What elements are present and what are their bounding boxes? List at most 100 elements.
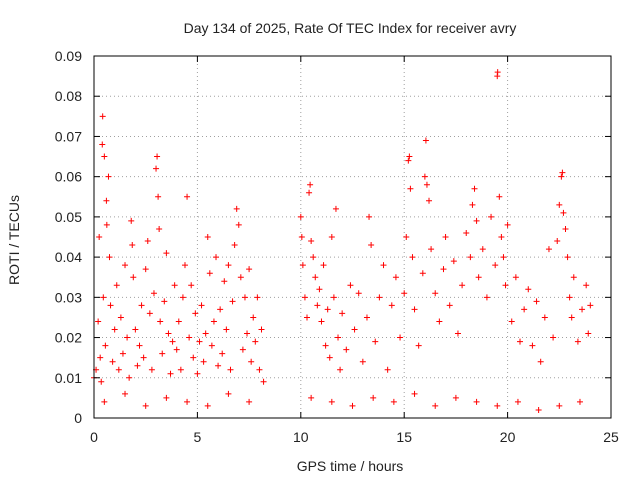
data-point <box>372 338 379 345</box>
data-point <box>246 398 253 405</box>
data-point <box>521 306 528 313</box>
data-point <box>204 234 211 240</box>
data-point <box>559 169 566 176</box>
data-point <box>254 294 261 301</box>
data-point <box>134 362 141 369</box>
data-point <box>359 358 366 365</box>
data-point <box>299 262 306 269</box>
data-point <box>186 334 193 341</box>
data-point <box>217 306 224 313</box>
data-point <box>347 282 354 289</box>
data-points <box>91 69 594 413</box>
data-point <box>525 286 532 293</box>
data-point <box>161 298 168 305</box>
data-point <box>326 354 333 361</box>
data-point <box>320 262 327 269</box>
data-point <box>473 398 480 405</box>
data-point <box>117 314 124 321</box>
data-point <box>314 302 321 309</box>
data-point <box>101 398 108 405</box>
data-point <box>423 181 430 188</box>
data-point <box>488 213 495 220</box>
data-point <box>366 213 373 220</box>
data-point <box>146 310 153 317</box>
data-point <box>155 193 162 200</box>
data-point <box>496 193 503 200</box>
x-axis-label: GPS time / hours <box>297 458 404 474</box>
data-point <box>225 262 232 269</box>
data-point <box>452 394 459 401</box>
data-point <box>102 342 109 349</box>
data-point <box>103 221 110 228</box>
data-point <box>550 334 557 341</box>
data-point <box>409 254 416 261</box>
data-point <box>97 354 104 361</box>
data-point <box>107 302 114 309</box>
data-point <box>564 254 571 261</box>
data-point <box>380 262 387 269</box>
data-point <box>574 338 581 345</box>
data-point <box>403 234 410 240</box>
data-point <box>194 370 201 377</box>
data-point <box>231 242 238 249</box>
data-point <box>368 242 375 249</box>
y-tick-label: 0.06 <box>55 169 82 185</box>
data-point <box>171 282 178 289</box>
data-point <box>173 346 180 353</box>
data-point <box>533 298 540 305</box>
data-point <box>370 394 377 401</box>
data-point <box>148 366 155 373</box>
data-point <box>556 201 563 208</box>
data-point <box>221 278 228 285</box>
data-point <box>153 165 160 172</box>
data-point <box>130 274 137 281</box>
data-point <box>103 197 110 204</box>
data-point <box>467 254 474 261</box>
data-point <box>206 270 213 277</box>
data-point <box>128 217 135 224</box>
data-point <box>126 374 133 381</box>
data-point <box>304 314 311 321</box>
data-point <box>343 346 350 353</box>
x-tick-label: 5 <box>194 429 202 445</box>
data-point <box>475 274 482 281</box>
data-point <box>196 338 203 345</box>
y-tick-label: 0 <box>74 410 82 426</box>
data-point <box>463 229 470 236</box>
axis-ticks <box>93 55 612 419</box>
data-point <box>165 330 172 337</box>
data-point <box>213 254 220 261</box>
data-point <box>310 254 317 261</box>
data-point <box>541 314 548 321</box>
data-point <box>106 254 113 261</box>
data-point <box>223 326 230 333</box>
data-point <box>308 394 315 401</box>
data-point <box>157 318 164 325</box>
data-point <box>537 358 544 365</box>
data-point <box>237 274 244 281</box>
data-point <box>446 302 453 309</box>
data-point <box>411 306 418 313</box>
data-point <box>142 402 149 409</box>
data-point <box>227 366 234 373</box>
data-point <box>122 262 129 269</box>
data-point <box>184 398 191 405</box>
data-point <box>312 274 319 281</box>
data-point <box>132 326 139 333</box>
y-tick-label: 0.08 <box>55 88 82 104</box>
data-point <box>335 334 342 341</box>
data-point <box>246 266 253 273</box>
data-point <box>188 282 195 289</box>
data-point <box>179 294 186 301</box>
data-point <box>306 189 313 196</box>
data-point <box>235 221 242 228</box>
data-point <box>330 294 337 301</box>
data-point <box>585 330 592 337</box>
y-tick-label: 0.09 <box>55 48 82 64</box>
data-point <box>473 217 480 224</box>
data-point <box>113 282 120 289</box>
data-point <box>471 185 478 192</box>
data-point <box>517 338 524 345</box>
data-point <box>244 330 251 337</box>
